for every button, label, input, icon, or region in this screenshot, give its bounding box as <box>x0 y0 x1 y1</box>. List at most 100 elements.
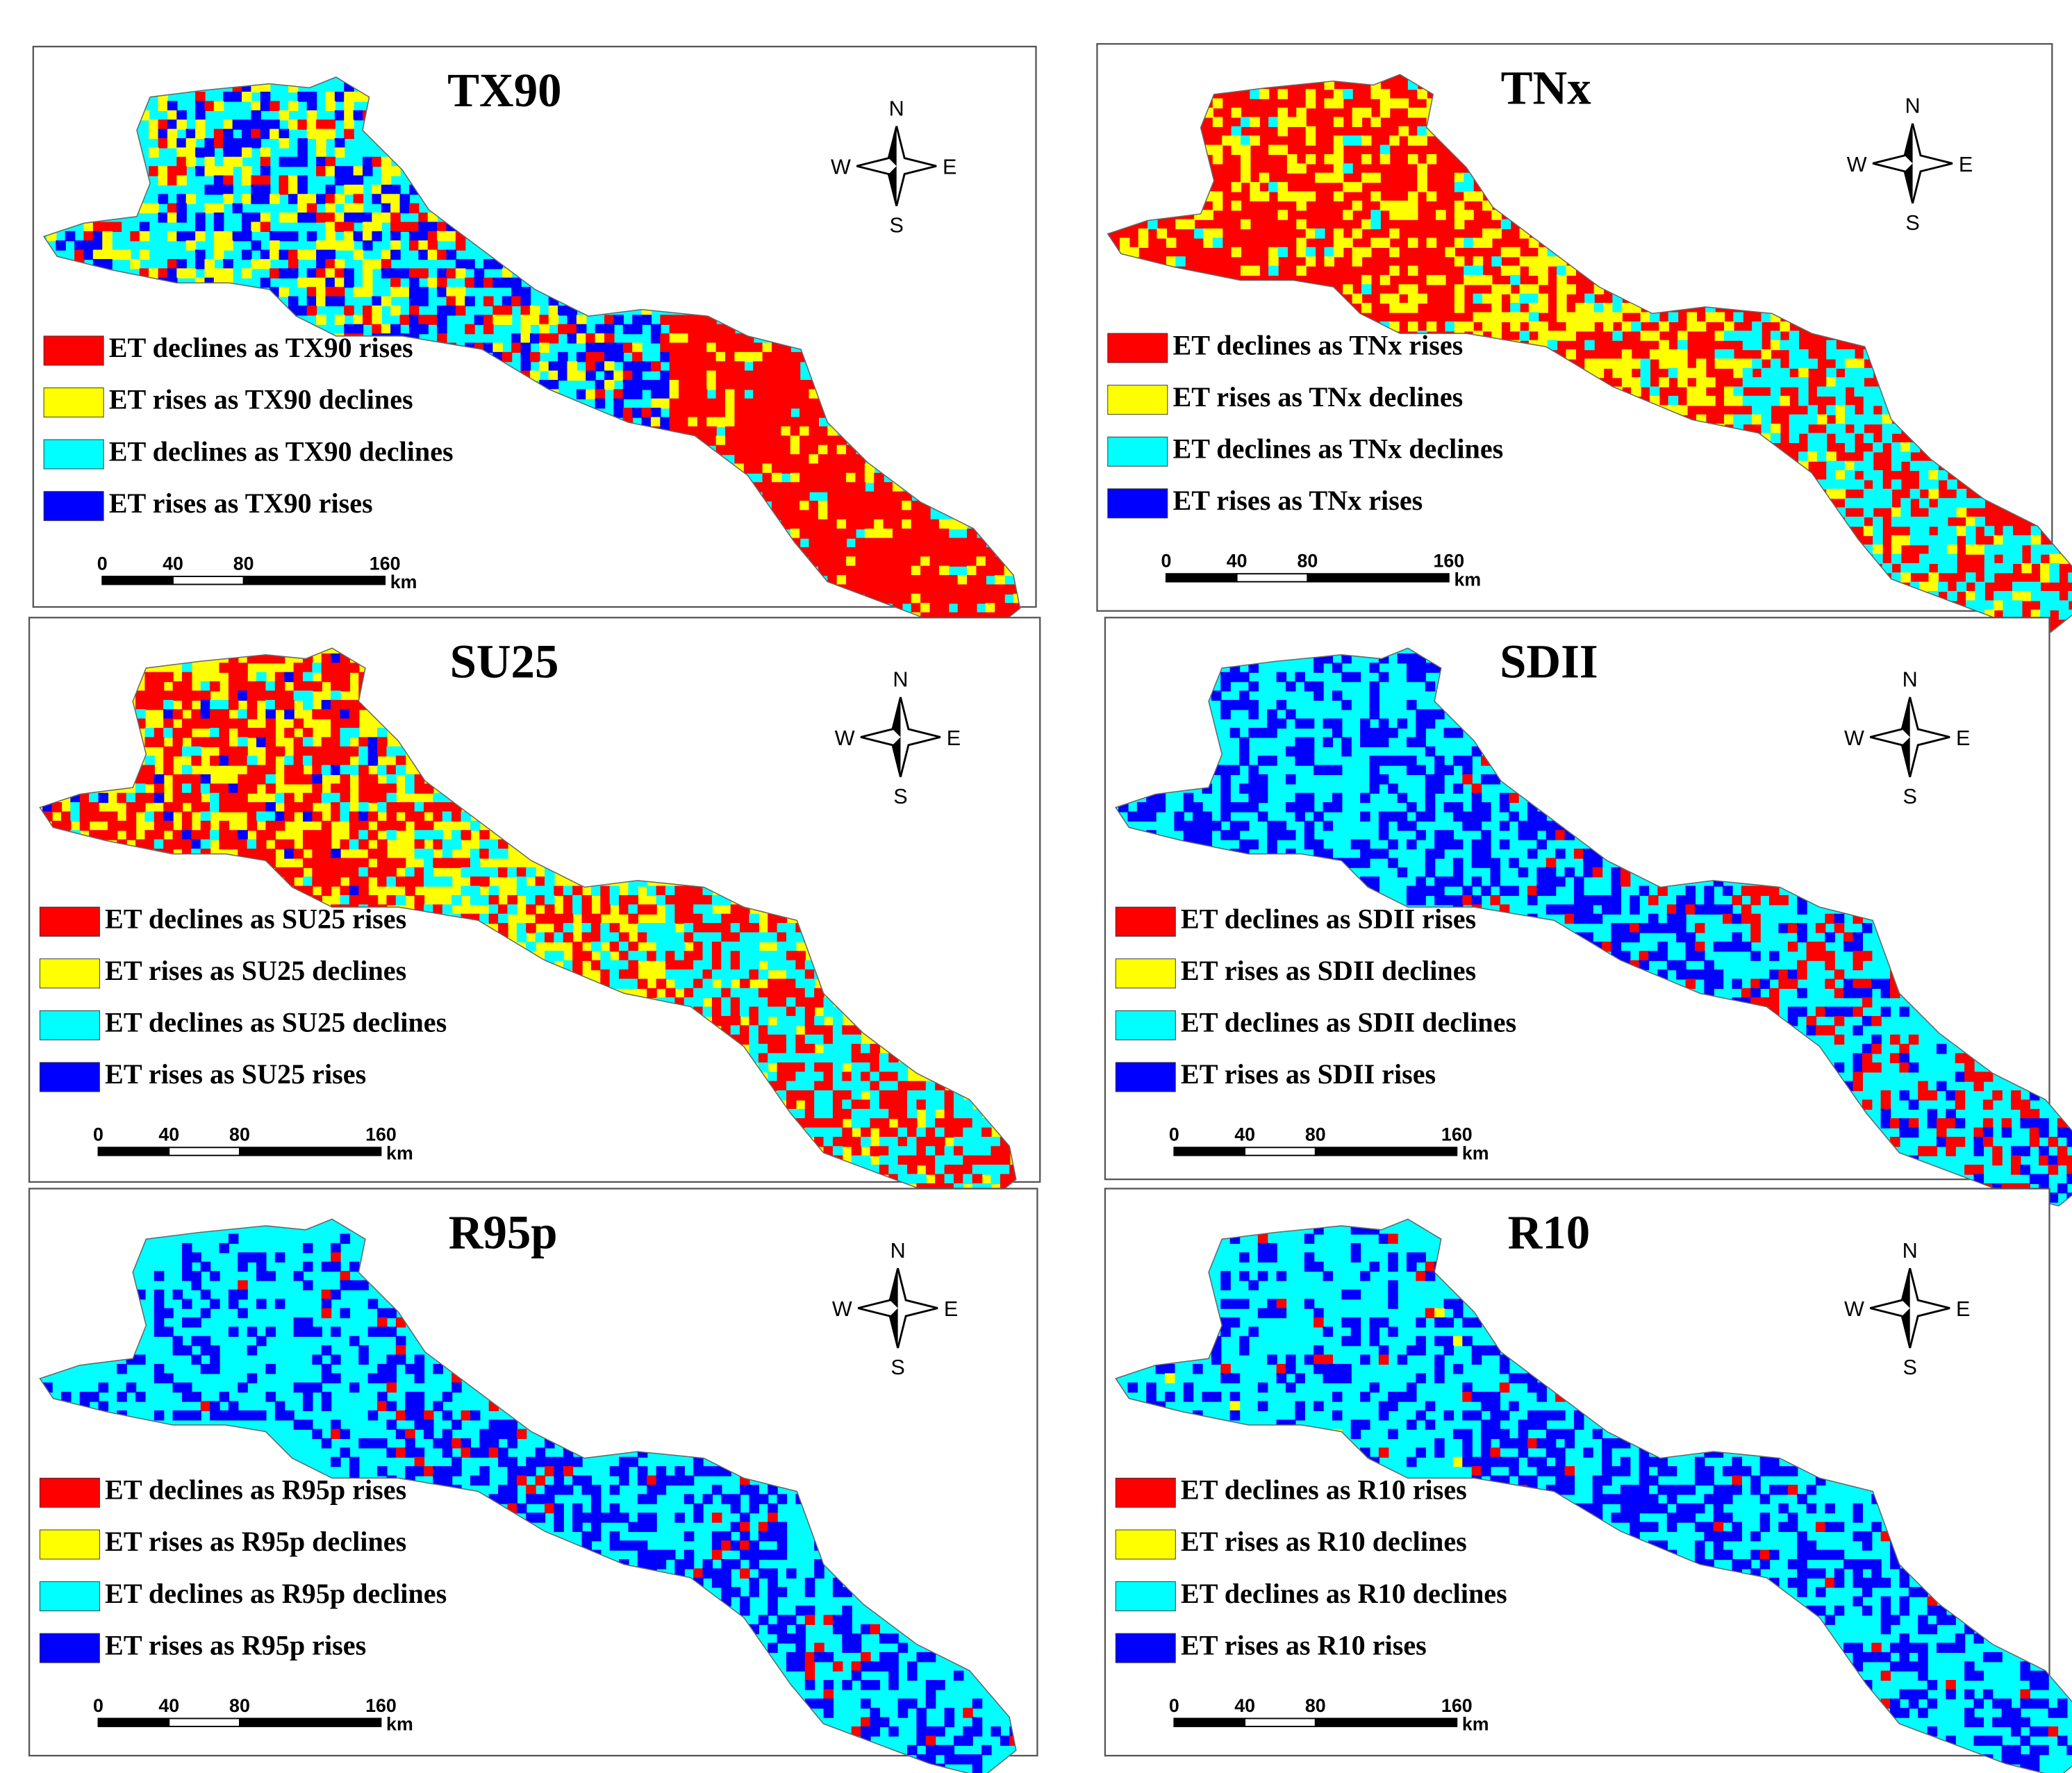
map-cell <box>1481 1420 1491 1430</box>
map-cell <box>1388 839 1398 850</box>
map-cell <box>2030 526 2041 536</box>
map-cell <box>1845 358 1855 369</box>
map-cell <box>516 1429 527 1440</box>
map-cell <box>390 268 401 278</box>
map-cell <box>1584 303 1595 313</box>
map-cell <box>79 1392 90 1402</box>
map-cell <box>916 1174 927 1185</box>
map-cell <box>1685 951 1696 961</box>
map-cell <box>743 351 754 363</box>
map-cell <box>2003 544 2014 555</box>
map-cell <box>832 1072 843 1082</box>
map-cell <box>516 867 527 878</box>
map-cell <box>256 1299 267 1309</box>
map-cell <box>349 820 360 831</box>
map-cell <box>1452 867 1464 878</box>
map-cell <box>809 547 820 558</box>
map-cell <box>1220 1271 1231 1281</box>
map-cell <box>321 663 332 673</box>
panel-title: R95p <box>449 1206 558 1259</box>
map-cell <box>331 690 341 701</box>
scale-label: 80 <box>1305 1124 1326 1145</box>
map-cell <box>219 756 230 766</box>
map-cell <box>674 951 685 961</box>
map-cell <box>846 501 856 511</box>
map-cell <box>753 370 763 381</box>
map-cell <box>771 370 782 381</box>
map-cell <box>1138 228 1149 239</box>
map-cell <box>107 811 118 822</box>
map-cell <box>1982 1072 1994 1082</box>
map-cell <box>721 913 731 924</box>
map-cell <box>1630 904 1640 915</box>
map-cell <box>1231 126 1242 137</box>
map-cell <box>377 820 388 831</box>
map-cell <box>1350 839 1361 850</box>
map-cell <box>340 765 351 776</box>
map-cell <box>1919 553 1930 565</box>
map-cell <box>158 166 169 176</box>
map-cell <box>1193 811 1203 822</box>
map-cell <box>1452 894 1464 906</box>
map-cell <box>916 1651 927 1663</box>
map-cell <box>1464 191 1474 202</box>
map-cell <box>706 380 717 390</box>
map-cell <box>265 783 276 794</box>
map-cell <box>302 839 313 850</box>
map-cell <box>1231 144 1242 156</box>
legend-swatch <box>1115 1633 1176 1663</box>
map-cell <box>804 1118 815 1129</box>
map-cell <box>1816 414 1827 425</box>
map-cell <box>1276 1308 1287 1319</box>
map-cell <box>1666 1494 1677 1504</box>
map-cell <box>539 333 549 344</box>
map-cell <box>1704 960 1714 971</box>
map-cell <box>331 1289 341 1300</box>
map-cell <box>650 361 661 372</box>
map-cell <box>395 1335 406 1347</box>
map-cell <box>660 342 670 353</box>
map-cell <box>405 802 415 813</box>
map-cell <box>864 519 875 530</box>
map-cell <box>740 932 750 943</box>
map-cell <box>265 756 276 766</box>
map-cell <box>768 1006 778 1017</box>
map-cell <box>1724 358 1734 369</box>
map-cell <box>790 398 801 409</box>
map-cell <box>274 792 285 804</box>
map-cell <box>65 231 76 242</box>
map-cell <box>200 1308 211 1319</box>
map-cell <box>302 876 313 887</box>
map-cell <box>1406 1261 1417 1272</box>
map-cell <box>795 1034 806 1045</box>
map-cell <box>1789 358 1800 369</box>
map-cell <box>293 1271 304 1281</box>
map-cell <box>274 1252 285 1263</box>
map-cell <box>554 885 564 897</box>
map-cell <box>1694 1475 1705 1486</box>
map-cell <box>1975 600 1985 610</box>
map-cell <box>1285 802 1296 813</box>
map-cell <box>312 830 322 840</box>
map-cell <box>1343 210 1353 220</box>
map-cell <box>111 222 122 232</box>
map-cell <box>1648 951 1659 961</box>
map-cell <box>455 258 466 269</box>
map-cell <box>1937 553 1948 565</box>
map-cell <box>1527 1438 1538 1449</box>
map-cell <box>181 811 192 822</box>
map-cell <box>916 1090 927 1101</box>
map-cell <box>1491 228 1502 239</box>
map-cell <box>498 867 508 878</box>
map-cell <box>1825 932 1835 943</box>
map-cell <box>353 315 364 325</box>
map-cell <box>92 240 103 251</box>
map-cell <box>861 1081 871 1092</box>
map-cell <box>911 510 922 520</box>
map-cell <box>683 885 695 897</box>
map-cell <box>1202 820 1213 831</box>
map-cell <box>377 1373 388 1383</box>
map-cell <box>274 681 285 692</box>
map-cell <box>154 774 165 785</box>
